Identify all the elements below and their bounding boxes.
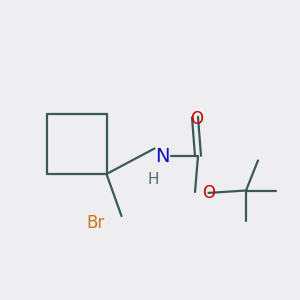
Text: H: H bbox=[147, 172, 159, 188]
Text: O: O bbox=[190, 110, 203, 128]
Text: Br: Br bbox=[87, 214, 105, 232]
Text: N: N bbox=[155, 146, 169, 166]
Text: O: O bbox=[202, 184, 215, 202]
